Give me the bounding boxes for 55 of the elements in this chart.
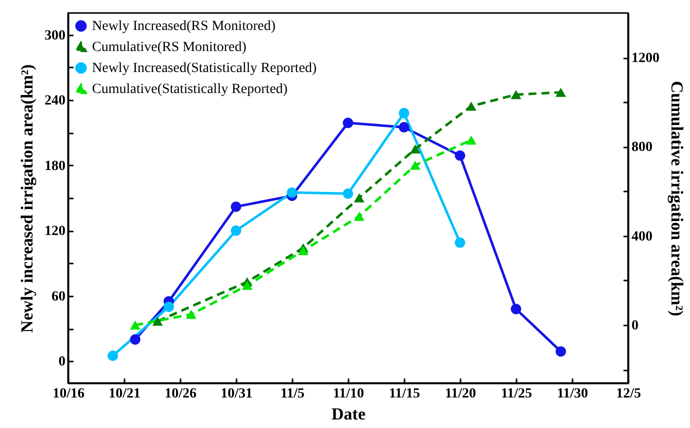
x-tick-label: 10/31: [220, 386, 252, 402]
point: [242, 280, 252, 290]
y-axis-title: Newly increased irrigation area(km²): [18, 64, 36, 333]
point: [410, 144, 420, 154]
y-tick-label: 300: [44, 28, 66, 44]
y-tick-label: 240: [44, 94, 66, 109]
y-tick-label: 120: [44, 224, 66, 240]
x-tick-label: 11/30: [556, 386, 588, 402]
y-tick-label: 180: [44, 158, 66, 174]
y2-tick-label: 400: [632, 229, 652, 244]
y2-tick-label: 0: [632, 318, 638, 334]
x-axis-title: Date: [332, 404, 366, 424]
x-tick-label: 11/25: [500, 386, 532, 402]
point: [466, 102, 476, 111]
point: [298, 246, 308, 256]
point: [130, 334, 140, 345]
point: [130, 320, 140, 330]
legend-label: Cumulative(Statistically Reported): [92, 82, 288, 97]
point: [556, 346, 566, 357]
y2-tick-label: 800: [632, 140, 652, 156]
point: [398, 108, 410, 118]
x-tick-label: 11/15: [388, 386, 420, 402]
point: [510, 304, 522, 314]
point: [398, 122, 410, 132]
point: [230, 225, 242, 236]
point: [410, 160, 420, 170]
legend-label: Newly Increased(Statistically Reported): [92, 61, 318, 76]
y-tick-label: 60: [52, 289, 66, 304]
y-tick-label: 0: [58, 354, 66, 370]
point: [108, 350, 118, 362]
point: [510, 90, 522, 100]
legend-label: Newly Increased(RS Monitored): [92, 19, 276, 34]
point: [354, 212, 364, 221]
point: [354, 193, 364, 202]
x-tick-label: 11/5: [280, 386, 305, 402]
point: [186, 310, 196, 319]
point: [152, 316, 163, 326]
point: [556, 88, 566, 97]
x-tick-label: 10/26: [164, 386, 196, 402]
x-tick-label: 11/10: [332, 386, 364, 402]
point: [286, 187, 298, 198]
point: [342, 118, 354, 128]
legend-label: Cumulative(RS Monitored): [92, 40, 247, 55]
point: [230, 201, 242, 212]
x-tick-label: 10/21: [108, 386, 140, 402]
point: [342, 188, 354, 199]
x-tick-label: 12/5: [616, 386, 641, 402]
y2-tick-label: 1200: [632, 51, 660, 66]
x-tick-label: 11/20: [444, 386, 476, 402]
y2-axis-title: Cumulative irrigation area(km²): [668, 80, 686, 316]
point: [466, 136, 476, 145]
point: [454, 150, 466, 161]
point: [164, 302, 174, 312]
point: [454, 237, 466, 248]
x-tick-label: 10/16: [52, 386, 84, 402]
